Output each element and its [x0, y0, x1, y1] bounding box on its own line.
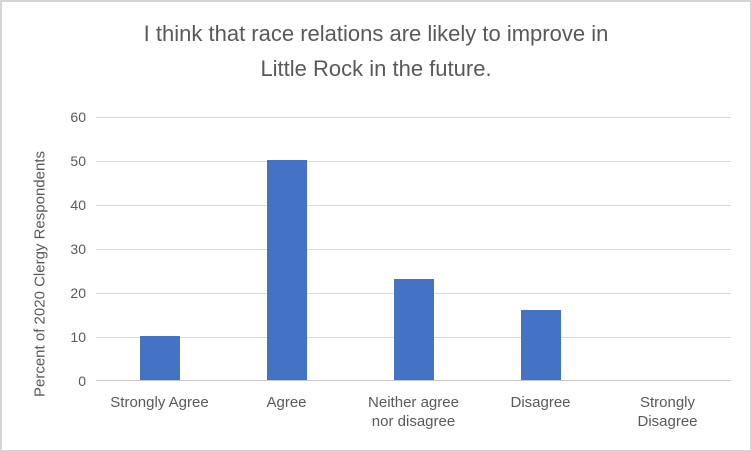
chart-title-line-1: I think that race relations are likely t…: [143, 21, 609, 46]
y-tick-label-20: 20: [70, 285, 86, 301]
chart-title-line-2: Little Rock in the future.: [260, 56, 492, 81]
x-category-label-text: Agree: [266, 394, 307, 411]
bar-neither-agree-nor-disagree: [393, 278, 434, 380]
bar-strongly-agree: [139, 336, 180, 380]
x-category-label-agree: Agree: [223, 393, 350, 412]
x-category-label-strongly-agree: Strongly Agree: [96, 393, 223, 412]
gridline-30: [96, 249, 731, 250]
y-tick-label-30: 30: [70, 241, 86, 257]
x-category-label-text: Disagree: [510, 394, 571, 411]
gridline-40: [96, 205, 731, 206]
y-tick-label-10: 10: [70, 329, 86, 345]
chart-title: I think that race relations are likely t…: [2, 16, 750, 86]
x-category-label-neither-agree-nor-disagree: Neither agree nor disagree: [350, 393, 477, 431]
bar-agree: [266, 160, 307, 380]
x-category-label-text: Strongly Agree: [110, 394, 209, 411]
y-tick-label-0: 0: [78, 373, 86, 389]
plot-area: [96, 117, 731, 381]
x-category-label-disagree: Disagree: [477, 393, 604, 412]
x-category-label-text: Strongly Disagree: [637, 394, 698, 430]
x-category-label-strongly-disagree: Strongly Disagree: [604, 393, 731, 431]
gridline-60: [96, 117, 731, 118]
y-tick-label-50: 50: [70, 153, 86, 169]
y-tick-label-40: 40: [70, 197, 86, 213]
gridline-50: [96, 161, 731, 162]
y-tick-label-60: 60: [70, 109, 86, 125]
bar-disagree: [520, 309, 561, 380]
x-category-label-text: Neither agree nor disagree: [368, 394, 459, 430]
